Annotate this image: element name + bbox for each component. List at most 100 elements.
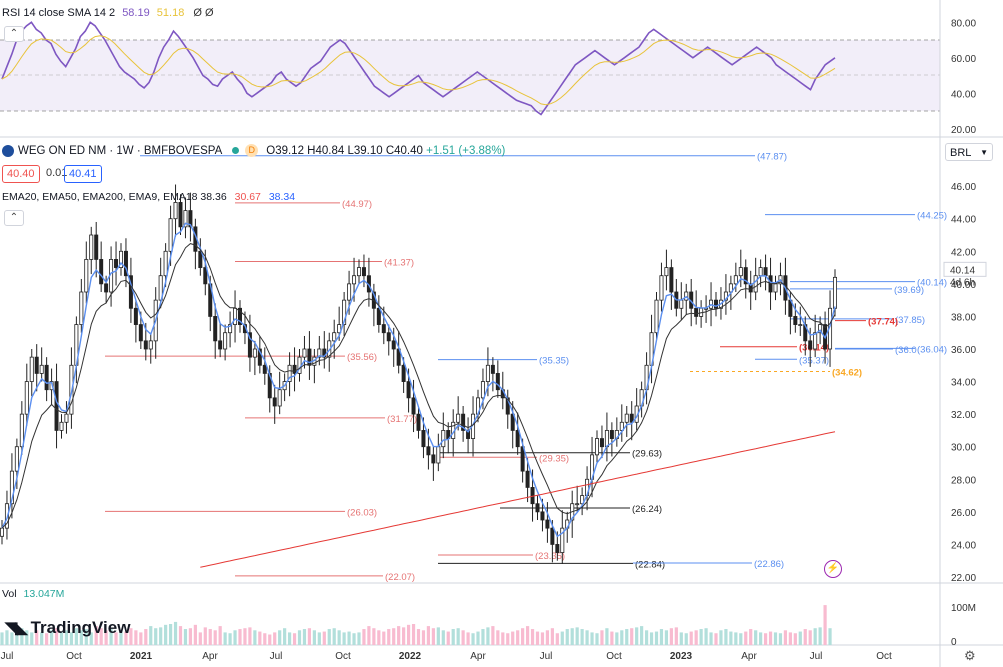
candle-body (203, 267, 208, 285)
volume-bar (540, 632, 545, 645)
candle-body (550, 527, 555, 545)
volume-bar (54, 628, 59, 645)
volume-bar (724, 629, 728, 645)
volume-bar (74, 628, 78, 645)
candle-body (34, 356, 39, 374)
candle-body (307, 348, 312, 366)
candle-body (178, 202, 183, 228)
volume-bar (337, 630, 341, 645)
collapse-rsi-button[interactable]: ⌃ (4, 26, 24, 42)
brand-name: TradingView (30, 618, 131, 637)
buy-price-button[interactable]: 40.41 (64, 165, 102, 183)
time-axis-tick: 2021 (130, 651, 153, 662)
time-axis-tick: 2022 (399, 651, 422, 662)
ema-value-red: 30.67 (234, 191, 261, 203)
volume-bar (659, 629, 664, 645)
volume-bar (580, 629, 584, 645)
volume-bar (441, 630, 445, 645)
candle-body (218, 340, 223, 350)
candle-body (495, 373, 500, 391)
volume-bar (684, 633, 688, 645)
candle-body (619, 421, 624, 431)
candle-body (257, 348, 262, 366)
volume-bar (630, 628, 634, 645)
candle-body (79, 291, 84, 325)
volume-bar (347, 631, 351, 645)
candle-body (381, 324, 386, 334)
candle-body (9, 470, 14, 505)
level-label: (39.69) (894, 285, 924, 296)
candle-body (198, 250, 203, 268)
candle-body (352, 275, 357, 285)
candle-body (262, 364, 267, 374)
candle-body (337, 324, 342, 334)
candle-body (173, 202, 178, 220)
volume-bar (362, 629, 366, 645)
volume-legend[interactable]: Vol 13.047M (2, 588, 64, 600)
volume-bar (411, 624, 416, 645)
volume-bar (763, 633, 768, 645)
time-axis-tick: Apr (741, 651, 757, 662)
candle-body (456, 413, 461, 423)
volume-bar (654, 631, 659, 645)
candle-body (664, 267, 669, 277)
volume-bar (615, 632, 619, 645)
candle-body (480, 381, 485, 399)
dividend-badge[interactable]: D (245, 144, 259, 157)
level-label: (29.35) (539, 453, 569, 464)
candle-body (89, 234, 94, 260)
candle-body (560, 527, 565, 553)
currency-select[interactable]: BRL ▼ (945, 143, 993, 161)
volume-bar (749, 629, 753, 645)
volume-bar (496, 630, 500, 645)
gear-icon[interactable]: ⚙ (964, 648, 976, 663)
volume-bar (550, 628, 554, 645)
volume-bar (570, 628, 574, 645)
chevron-up-icon: ⌃ (9, 28, 19, 39)
price-axis-tick: 40.00 (951, 280, 976, 291)
volume-bar (352, 633, 356, 645)
volume-bar (0, 632, 4, 645)
collapse-indicators-button[interactable]: ⌃ (4, 210, 24, 226)
tradingview-mark-icon: ◥◣ (5, 620, 28, 637)
volume-bar (35, 630, 39, 645)
rsi-axis-tick: 20.00 (951, 125, 976, 136)
volume-bar (144, 629, 148, 645)
volume-bar (585, 630, 589, 645)
ema-legend[interactable]: EMA20, EMA50, EMA200, EMA9, EMA18 38.36 … (2, 191, 295, 203)
volume-bar (89, 632, 93, 645)
volume-bar (168, 624, 173, 645)
volume-bar (228, 633, 232, 645)
chevron-down-icon: ▼ (980, 148, 988, 157)
candle-body (713, 299, 719, 309)
candle-body (292, 364, 297, 374)
candle-body (743, 267, 748, 285)
volume-bar (283, 628, 287, 645)
volume-bar (139, 632, 143, 645)
volume-bar (521, 628, 525, 645)
level-label: (44.25) (917, 211, 947, 222)
volume-bar (129, 628, 133, 645)
volume-bar (778, 633, 783, 645)
candle-body (386, 332, 391, 342)
symbol-title[interactable]: WEG ON ED NM · 1W · BMFBOVESPA (18, 144, 223, 157)
volume-bar (798, 631, 802, 645)
level-label: (26.03) (347, 507, 377, 518)
level-label: (23.35) (535, 551, 565, 562)
volume-bar (461, 630, 465, 645)
volume-bar (193, 624, 197, 645)
price-axis-tick: 38.00 (951, 312, 976, 323)
level-label: (26.24) (632, 504, 662, 515)
lightning-icon[interactable]: ⚡ (824, 560, 842, 578)
candle-body (19, 413, 24, 448)
volume-bar (506, 633, 510, 645)
rsi-legend[interactable]: RSI 14 close SMA 14 2 58.19 51.18 Ø Ø (2, 7, 214, 19)
candle-body (168, 218, 173, 252)
volume-bar (416, 629, 421, 645)
volume-bar (768, 631, 773, 645)
tradingview-logo[interactable]: ◥◣ TradingView (5, 618, 130, 638)
sell-price-button[interactable]: 40.40 (2, 165, 40, 183)
candle-body (461, 413, 466, 431)
candle-body (813, 332, 818, 350)
